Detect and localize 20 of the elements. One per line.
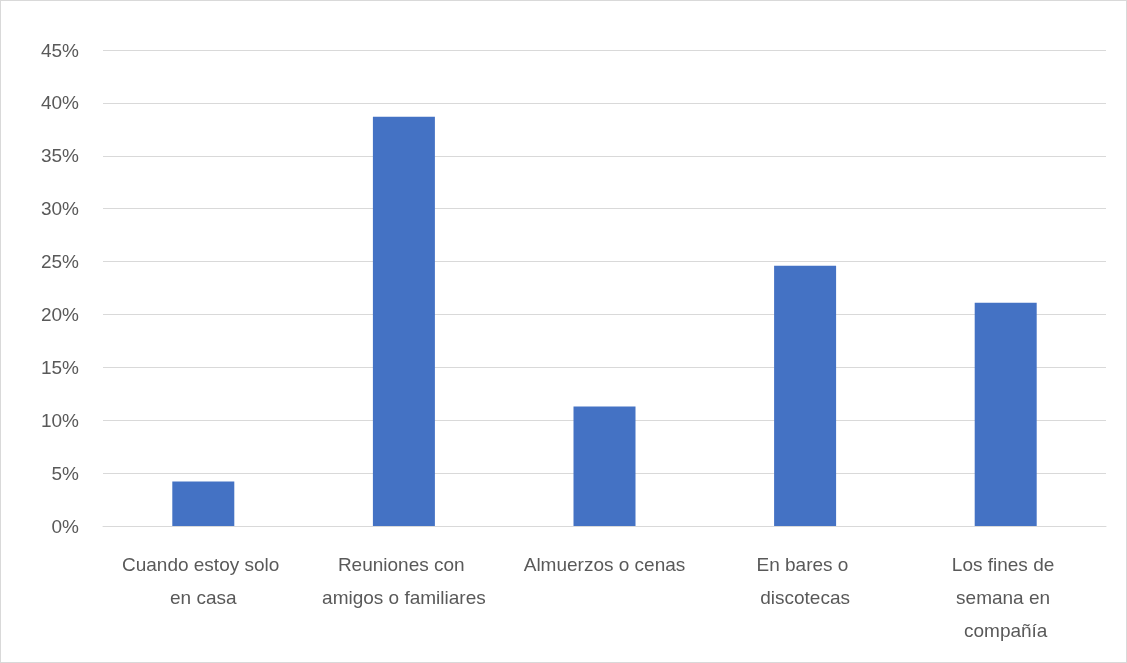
y-tick-label: 20% <box>40 303 80 325</box>
bar <box>372 116 435 526</box>
x-tick-label: Reuniones con amigos o familiares <box>322 554 486 608</box>
x-tick-label: Almuerzos o cenas <box>523 554 686 575</box>
y-tick-label: 0% <box>51 515 80 537</box>
y-tick-label: 40% <box>40 92 80 114</box>
x-tick-label: En bares o discotecas <box>756 554 854 608</box>
bar <box>974 302 1037 526</box>
x-tick-label: Los fines de semana en compañía <box>951 554 1060 641</box>
x-tick-label: Cuando estoy solo en casa <box>121 554 285 608</box>
y-tick-label: 35% <box>40 145 80 167</box>
y-tick-label: 10% <box>40 409 80 431</box>
y-tick-label: 45% <box>40 39 80 61</box>
y-tick-label: 15% <box>40 356 80 378</box>
bar <box>774 265 837 526</box>
bar <box>573 406 636 526</box>
y-tick-label: 25% <box>40 251 80 273</box>
bar <box>172 481 235 526</box>
y-tick-label: 5% <box>51 462 80 484</box>
y-tick-label: 30% <box>40 198 80 220</box>
